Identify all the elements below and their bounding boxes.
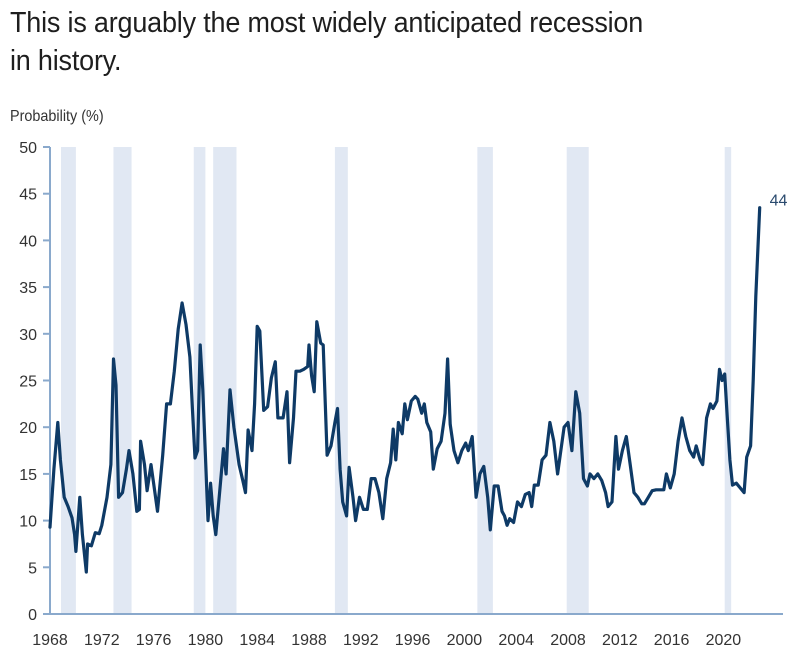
x-tick-label: 1980	[188, 632, 224, 649]
x-tick-label: 2000	[447, 632, 483, 649]
chart-title-line-1: This is arguably the most widely anticip…	[10, 7, 644, 39]
labels: 44	[770, 193, 788, 210]
x-tick-label: 2012	[602, 632, 638, 649]
x-tick-label: 2020	[706, 632, 742, 649]
x-tick-label: 2008	[550, 632, 586, 649]
recession-band	[61, 147, 76, 614]
chart-title: This is arguably the most widely anticip…	[10, 4, 717, 80]
series-line	[48, 206, 762, 574]
x-tick-label: 1988	[291, 632, 327, 649]
end-value-label: 44	[770, 193, 788, 210]
x-tick-label: 1972	[84, 632, 120, 649]
x-tick-label: 1976	[136, 632, 172, 649]
x-tick-label: 1996	[395, 632, 431, 649]
y-tick-label: 50	[19, 140, 37, 157]
recession-band	[724, 147, 732, 614]
recession-band	[566, 147, 589, 614]
y-tick-label: 35	[19, 280, 37, 297]
y-tick-label: 15	[19, 467, 37, 484]
y-axis-label: Probability (%)	[10, 108, 104, 125]
chart-title-line-2: in history.	[10, 45, 122, 77]
axes: 0 5 10 15 20 25 30 35 40 45 50 1968 1972 1976 1980 1984…	[19, 140, 783, 649]
y-tick-label: 25	[19, 374, 37, 391]
recession-bands	[61, 147, 732, 614]
recession-band	[213, 147, 237, 614]
x-tick-label: 2016	[654, 632, 690, 649]
x-tick-label: 1984	[239, 632, 275, 649]
y-tick-label: 0	[28, 607, 37, 624]
y-tick-label: 30	[19, 327, 37, 344]
x-tick-label: 2004	[498, 632, 534, 649]
recession-band	[334, 147, 348, 614]
x-tick-label: 1992	[343, 632, 379, 649]
x-tick-label: 1968	[32, 632, 68, 649]
series-layer	[48, 206, 762, 574]
y-tick-label: 45	[19, 187, 37, 204]
recession-band	[477, 147, 493, 614]
y-tick-label: 20	[19, 420, 37, 437]
y-tick-label: 40	[19, 233, 37, 250]
y-tick-label: 10	[19, 514, 37, 531]
y-tick-label: 5	[28, 560, 37, 577]
